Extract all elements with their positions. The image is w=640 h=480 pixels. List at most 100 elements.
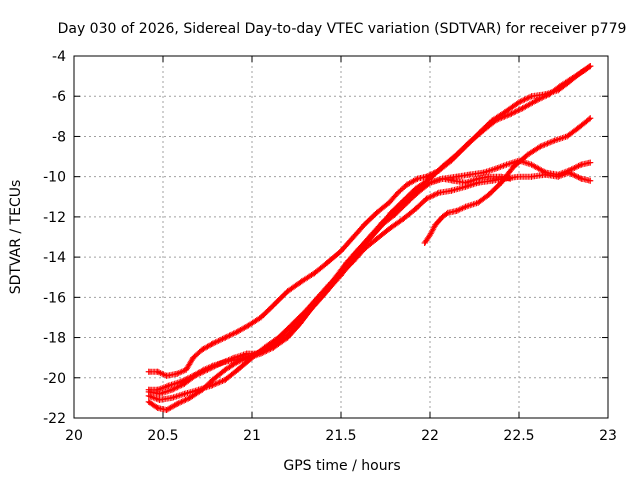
- axis-ticks: 20 20.5 21 21.5 22 22.5 23 -22 -20 -18 -16 -14 -12 -1…: [43, 49, 617, 444]
- data-point: [444, 209, 451, 216]
- data-point: [199, 386, 206, 393]
- data-point: [343, 260, 350, 267]
- y-tick-label: -20: [43, 371, 66, 387]
- data-point: [350, 234, 357, 240]
- data-point: [373, 236, 380, 242]
- y-tick-label: -4: [52, 49, 66, 65]
- data-point: [181, 390, 188, 397]
- data-point: [578, 161, 585, 168]
- data-point: [145, 368, 152, 375]
- x-tick-label: 22: [421, 428, 439, 444]
- data-point: [492, 165, 499, 172]
- x-tick-label: 21.5: [325, 428, 356, 444]
- data-point: [587, 63, 594, 70]
- data-point: [361, 246, 368, 253]
- data-point: [174, 370, 181, 377]
- data-point: [569, 75, 576, 82]
- data-point: [462, 203, 469, 210]
- data-point: [284, 334, 291, 341]
- data-point: [284, 288, 291, 295]
- series-track-6: [421, 115, 594, 246]
- data-point: [439, 213, 446, 220]
- data-point: [453, 151, 460, 158]
- data-point: [485, 173, 492, 180]
- x-tick-label: 21: [243, 428, 261, 444]
- data-point: [466, 139, 473, 146]
- data-point: [556, 83, 563, 90]
- data-point: [498, 179, 505, 186]
- data-point: [391, 207, 398, 214]
- data-point: [373, 209, 380, 216]
- data-point: [257, 314, 264, 321]
- data-point: [432, 221, 439, 228]
- data-point: [270, 344, 277, 351]
- series-track-3: [145, 157, 594, 397]
- data-point: [145, 398, 152, 405]
- data-point: [245, 322, 252, 329]
- data-point: [480, 127, 487, 134]
- data-point: [156, 390, 163, 397]
- data-point: [423, 195, 430, 202]
- data-point: [386, 226, 393, 232]
- data-point: [270, 302, 277, 309]
- data-point: [168, 394, 175, 401]
- data-point: [507, 111, 514, 118]
- series-track-1: [145, 63, 594, 379]
- y-tick-label: -14: [43, 250, 66, 266]
- data-point: [427, 232, 433, 238]
- x-tick-label: 20.5: [147, 428, 178, 444]
- data-point: [435, 189, 442, 196]
- data-point: [412, 205, 419, 212]
- data-point: [298, 278, 305, 285]
- data-point: [217, 360, 223, 367]
- data-point: [386, 199, 393, 206]
- data-point: [516, 99, 522, 106]
- data-point: [421, 240, 428, 246]
- data-point: [311, 270, 318, 277]
- data-point: [395, 189, 401, 196]
- data-point: [190, 354, 197, 361]
- y-tick-label: -8: [52, 129, 66, 145]
- data-point: [320, 290, 327, 297]
- data-point: [154, 404, 161, 411]
- x-tick-label: 22.5: [503, 428, 534, 444]
- data-point: [414, 187, 421, 194]
- x-tick-label: 20: [65, 428, 83, 444]
- y-tick-label: -12: [43, 210, 66, 226]
- data-point: [234, 358, 241, 365]
- data-point: [154, 368, 161, 375]
- data-point: [565, 169, 572, 176]
- data-point: [275, 334, 282, 341]
- data-point: [551, 137, 558, 144]
- y-tick-label: -6: [52, 89, 66, 105]
- data-point: [507, 175, 514, 182]
- data-point: [257, 350, 264, 357]
- data-point: [453, 207, 460, 214]
- data-point: [480, 169, 487, 176]
- data-point: [581, 67, 588, 74]
- data-point: [587, 177, 594, 184]
- data-point: [350, 258, 357, 265]
- data-point: [485, 191, 492, 198]
- data-point: [145, 392, 152, 399]
- data-point: [555, 173, 562, 180]
- data-point: [528, 161, 535, 168]
- data-point: [204, 366, 211, 373]
- data-point: [448, 187, 455, 194]
- data-point: [307, 306, 314, 313]
- data-point: [537, 143, 544, 150]
- data-point: [174, 400, 181, 407]
- data-point: [439, 175, 446, 182]
- data-point: [222, 366, 229, 373]
- series-track-5: [145, 173, 514, 413]
- data-point: [475, 175, 482, 182]
- data-point: [332, 274, 339, 281]
- data-point: [427, 179, 433, 186]
- data-point: [234, 366, 241, 373]
- y-tick-label: -10: [43, 170, 66, 186]
- data-point: [462, 179, 469, 186]
- data-point: [234, 328, 241, 335]
- data-point: [414, 175, 421, 182]
- data-point: [475, 199, 482, 206]
